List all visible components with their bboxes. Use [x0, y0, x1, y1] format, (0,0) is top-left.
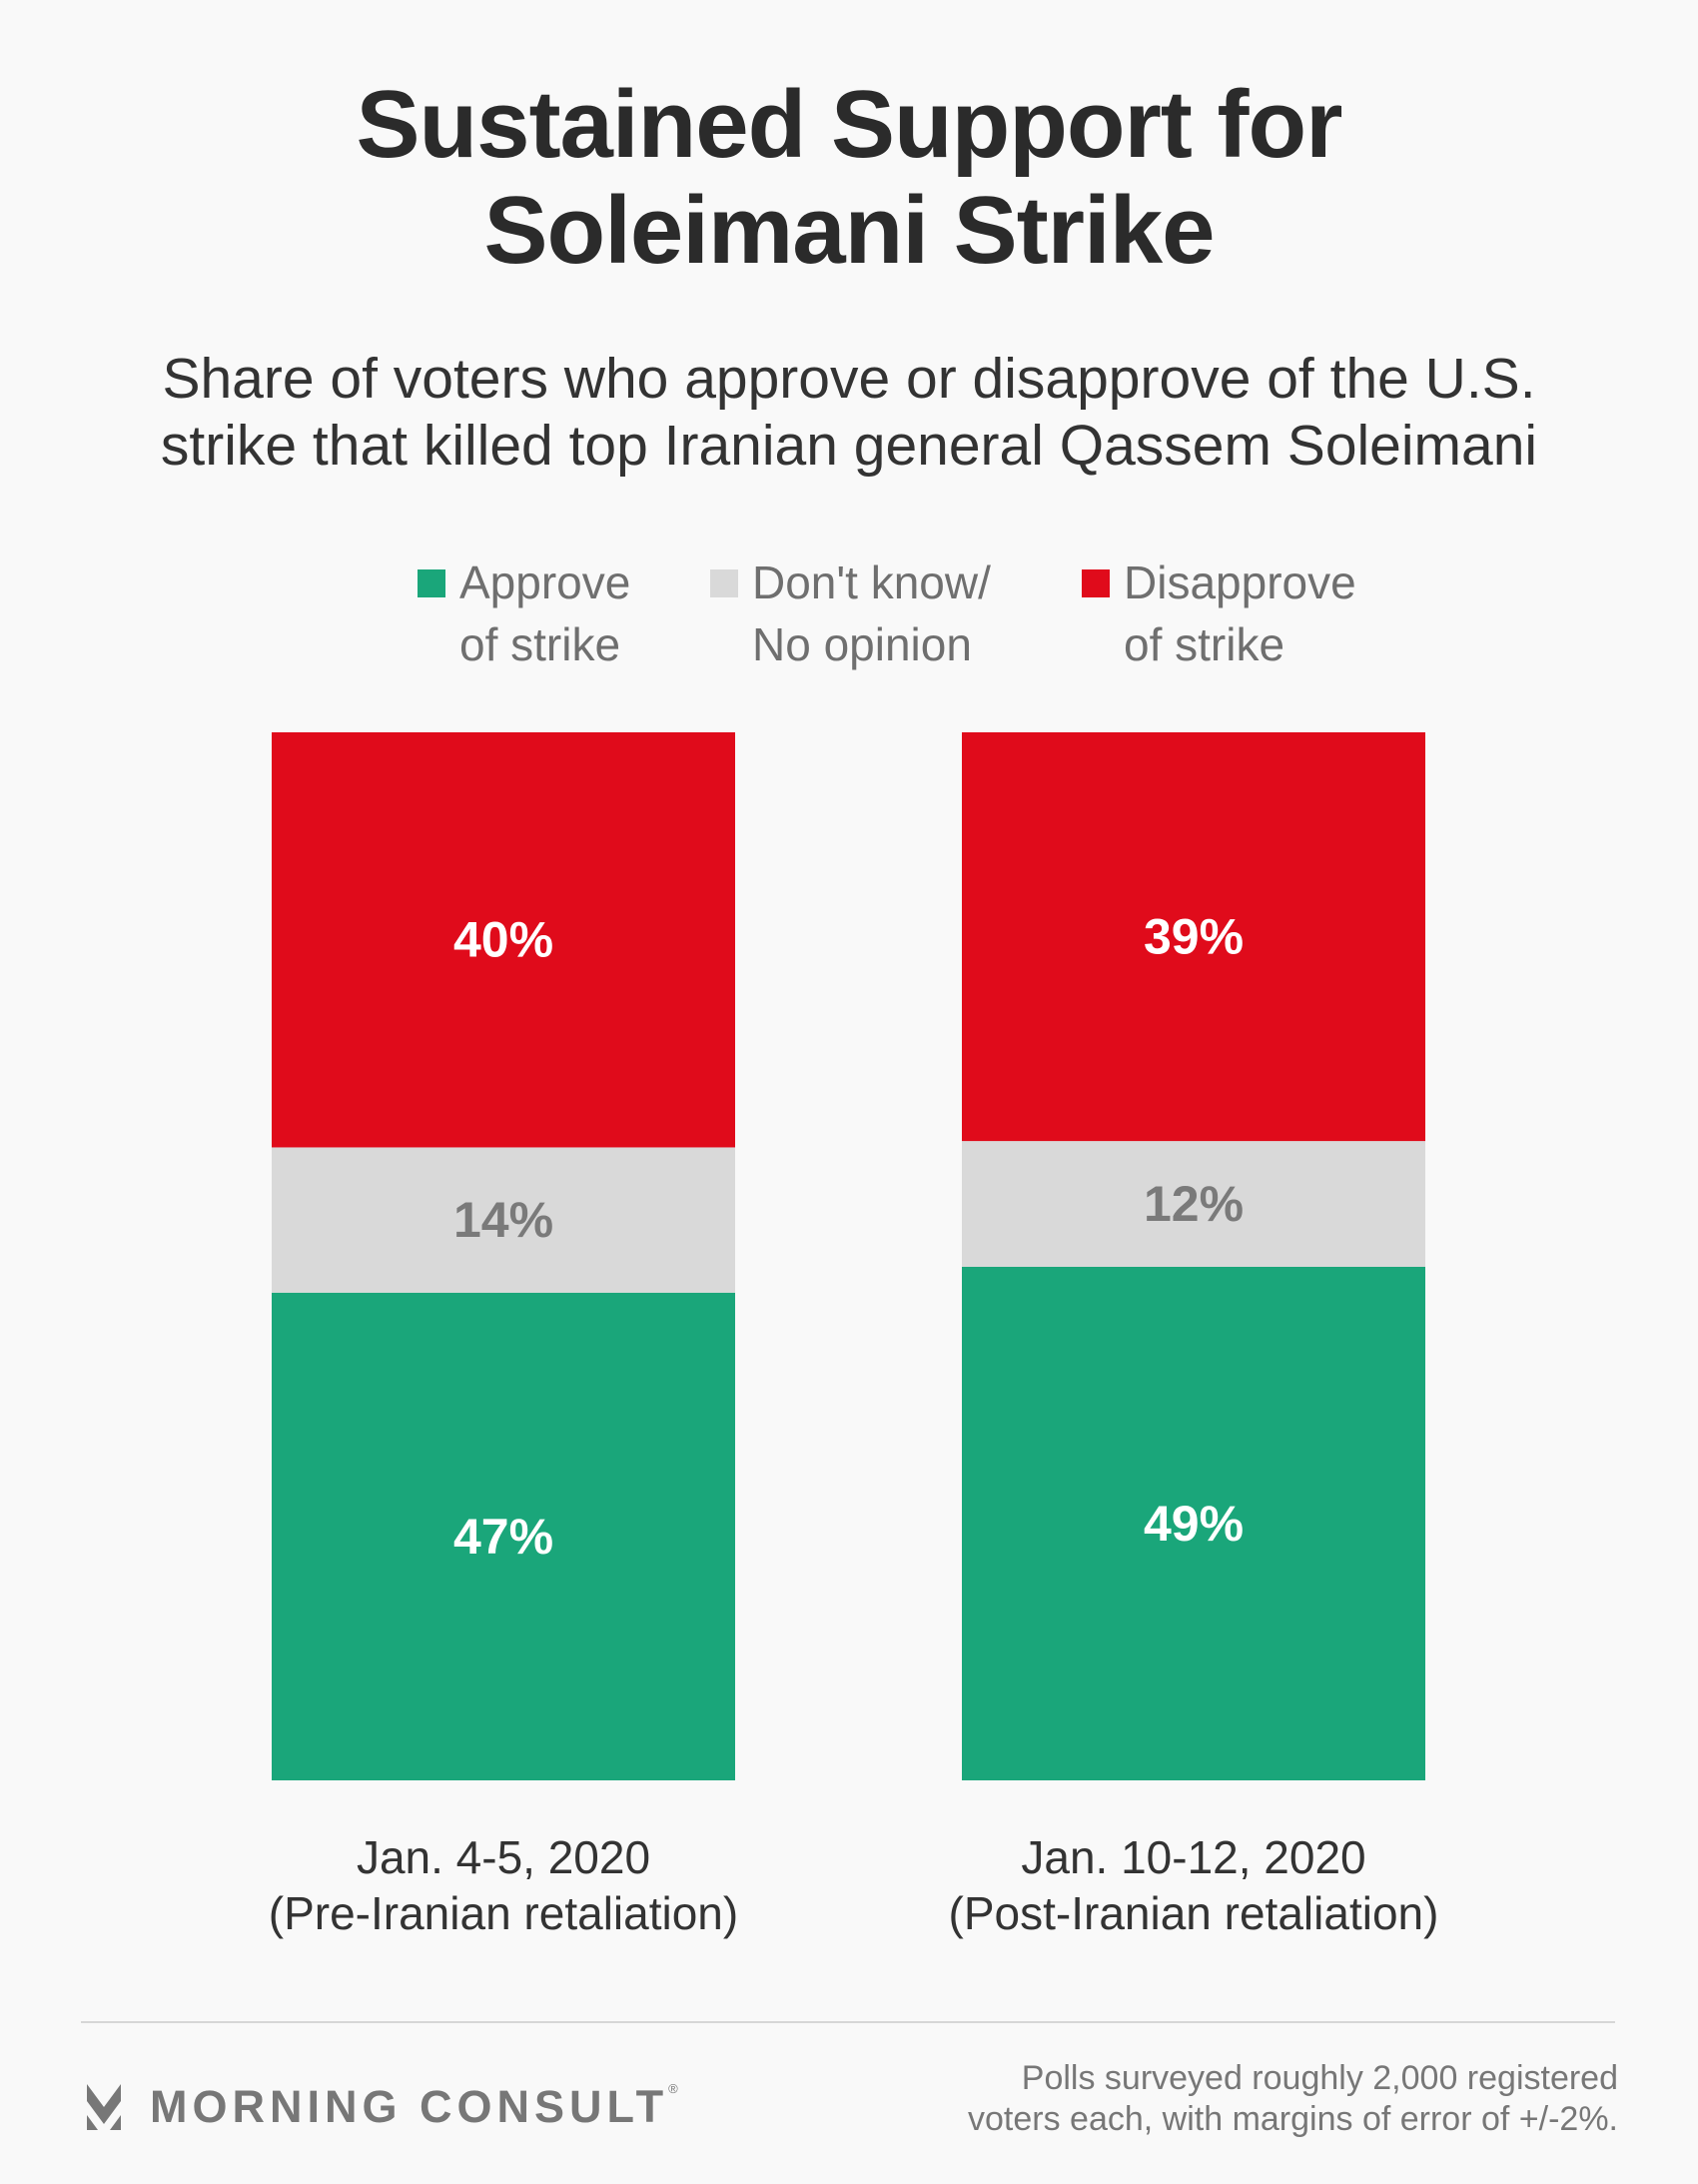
subtitle-line: Share of voters who approve or disapprov… — [162, 347, 1536, 411]
legend-label-disapprove: Disapprove of strike — [1124, 551, 1356, 675]
legend-text: No opinion — [752, 618, 972, 670]
logo-text: MORNING CONSULT — [150, 2081, 669, 2132]
legend-label-dont-know: Don't know/No opinion — [752, 551, 991, 675]
legend-text: of strike — [459, 618, 621, 670]
legend-text: Don't know/ — [752, 556, 991, 608]
bar-segment-approve — [962, 1266, 1425, 1780]
data-label-disapprove: 39% — [1144, 909, 1244, 965]
data-label-dont-know: 14% — [453, 1192, 553, 1248]
legend-text: Approve — [459, 556, 631, 608]
x-label-line: Jan. 10-12, 2020 — [1021, 1831, 1366, 1883]
x-label-line: (Post-Iranian retaliation) — [948, 1887, 1439, 1939]
bar-segment-dont-know — [272, 1147, 735, 1293]
x-label-jan-10-12: Jan. 10-12, 2020 (Post-Iranian retaliati… — [844, 1829, 1543, 1941]
subtitle-line: strike that killed top Iranian general Q… — [160, 414, 1538, 478]
bar-segment-disapprove — [962, 732, 1425, 1142]
footnote-line: voters each, with margins of error of +/… — [968, 2100, 1618, 2138]
footnote-line: Polls surveyed roughly 2,000 registered — [1021, 2059, 1618, 2097]
title-line: Sustained Support for — [356, 71, 1343, 178]
title-line: Soleimani Strike — [483, 177, 1216, 284]
data-label-approve: 47% — [453, 1509, 553, 1565]
footnote: Polls surveyed roughly 2,000 registered … — [968, 2058, 1618, 2140]
morning-consult-logo: MORNING CONSULT ® — [80, 2081, 678, 2133]
footer-divider — [81, 2021, 1615, 2023]
legend-swatch-disapprove — [1082, 569, 1110, 597]
bar-segment-disapprove — [272, 732, 735, 1148]
bar-segment-approve — [272, 1292, 735, 1780]
chart-subtitle: Share of voters who approve or disapprov… — [0, 346, 1698, 480]
morning-consult-m-icon — [87, 2084, 121, 2130]
data-label-disapprove: 40% — [453, 912, 553, 968]
legend-swatch-dont-know — [710, 569, 738, 597]
legend-text: of strike — [1124, 618, 1285, 670]
x-label-jan-4-5: Jan. 4-5, 2020 (Pre-Iranian retaliation) — [154, 1829, 853, 1941]
bar-segment-dont-know — [962, 1141, 1425, 1267]
legend-swatch-approve — [418, 569, 445, 597]
legend-text: Disapprove — [1124, 556, 1356, 608]
data-label-dont-know: 12% — [1144, 1176, 1244, 1232]
chart-title: Sustained Support for Soleimani Strike — [0, 72, 1698, 284]
data-label-approve: 49% — [1144, 1496, 1244, 1552]
x-label-line: Jan. 4-5, 2020 — [356, 1831, 651, 1883]
x-label-line: (Pre-Iranian retaliation) — [268, 1887, 739, 1939]
registered-mark: ® — [668, 2081, 678, 2096]
legend-label-approve: Approve of strike — [459, 551, 630, 675]
